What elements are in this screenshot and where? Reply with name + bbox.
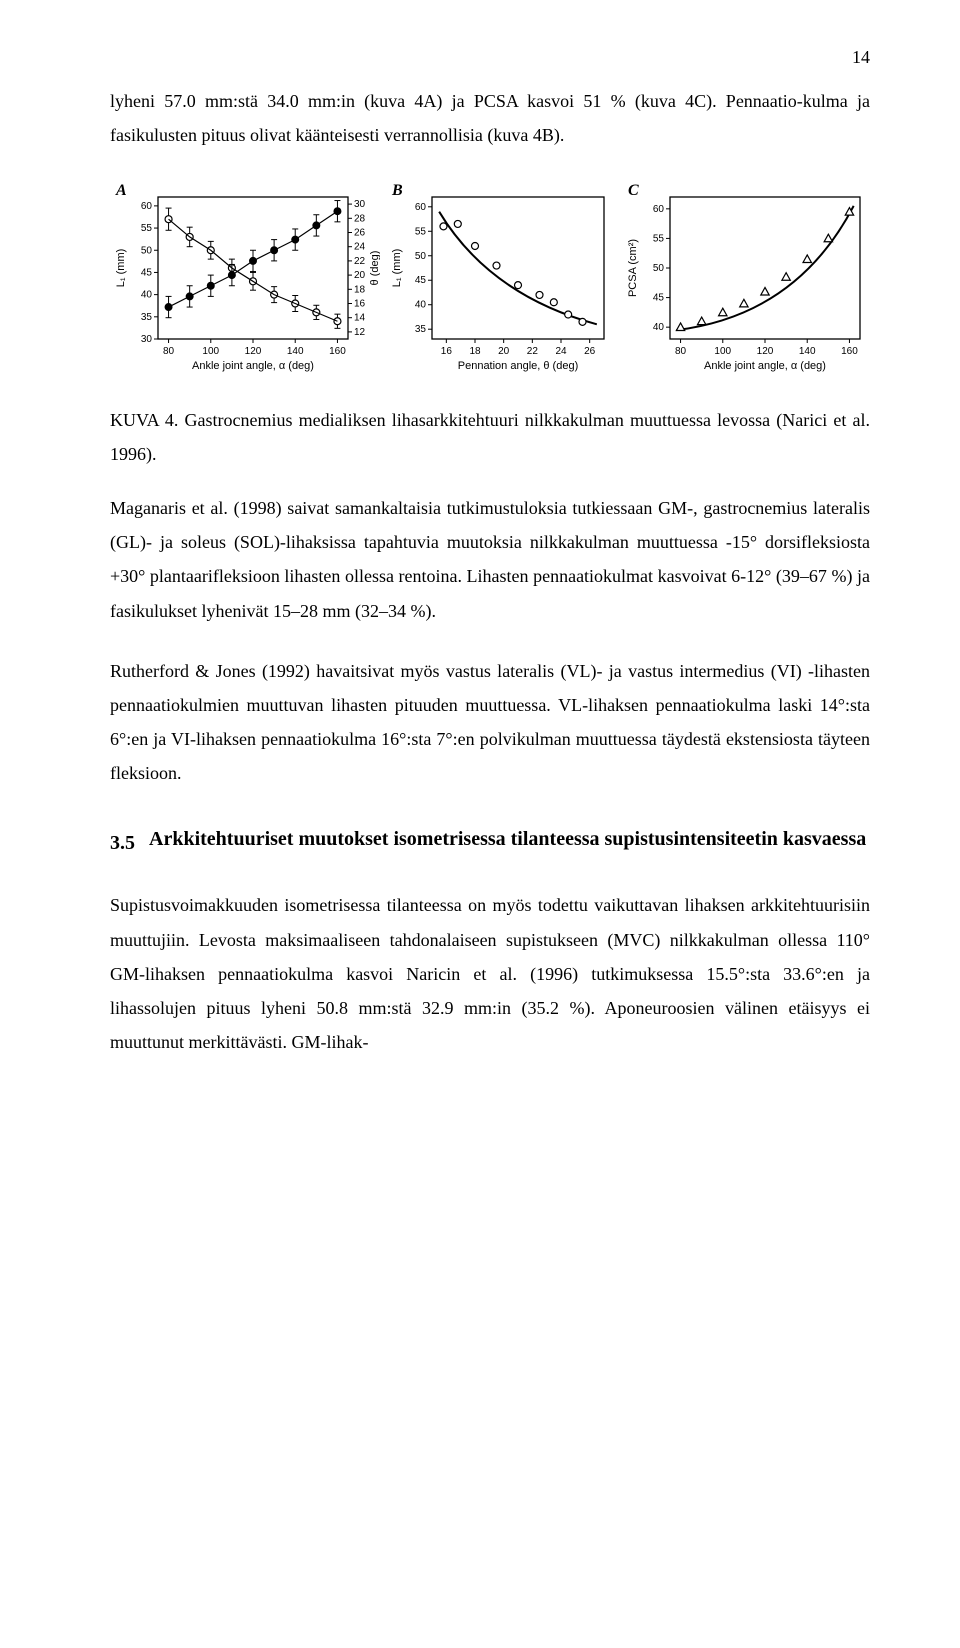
svg-text:160: 160: [329, 346, 346, 357]
paragraph-2: Maganaris et al. (1998) saivat samankalt…: [110, 491, 870, 628]
svg-text:45: 45: [141, 267, 153, 278]
svg-text:Ankle joint angle, α (deg): Ankle joint angle, α (deg): [192, 360, 314, 372]
svg-text:18: 18: [469, 346, 481, 357]
svg-text:B: B: [391, 182, 403, 199]
svg-text:60: 60: [141, 200, 153, 211]
section-heading: 3.5 Arkkitehtuuriset muutokset isometris…: [110, 824, 870, 862]
svg-text:35: 35: [415, 324, 427, 335]
svg-text:26: 26: [584, 346, 596, 357]
svg-text:22: 22: [354, 255, 366, 266]
svg-text:45: 45: [653, 292, 665, 303]
svg-text:40: 40: [653, 322, 665, 333]
svg-text:Pennation angle, θ (deg): Pennation angle, θ (deg): [458, 360, 578, 372]
svg-text:16: 16: [354, 298, 366, 309]
svg-text:L₁ (mm): L₁ (mm): [391, 248, 403, 287]
svg-text:28: 28: [354, 213, 366, 224]
svg-text:35: 35: [141, 311, 153, 322]
svg-text:60: 60: [653, 203, 665, 214]
svg-text:80: 80: [163, 346, 175, 357]
section-title-text: Arkkitehtuuriset muutokset isometrisessa…: [149, 824, 866, 855]
svg-text:55: 55: [653, 233, 665, 244]
figure-caption: KUVA 4. Gastrocnemius medialiksen lihasa…: [110, 403, 870, 471]
paragraph-4: Supistusvoimakkuuden isometrisessa tilan…: [110, 888, 870, 1059]
section-number: 3.5: [110, 824, 135, 862]
svg-text:55: 55: [141, 223, 153, 234]
svg-text:24: 24: [354, 241, 366, 252]
svg-text:120: 120: [245, 346, 262, 357]
svg-text:30: 30: [141, 334, 153, 345]
svg-text:40: 40: [141, 289, 153, 300]
svg-text:140: 140: [287, 346, 304, 357]
intro-paragraph: lyheni 57.0 mm:stä 34.0 mm:in (kuva 4A) …: [110, 84, 870, 152]
svg-text:20: 20: [498, 346, 510, 357]
page-number: 14: [110, 40, 870, 74]
svg-text:16: 16: [441, 346, 453, 357]
figure-panel-c: C 40 45 50 55 60 80 100 120 140 160 Ankle joint ang…: [622, 179, 872, 379]
svg-text:L₁ (mm): L₁ (mm): [115, 248, 127, 287]
svg-text:24: 24: [555, 346, 567, 357]
svg-text:18: 18: [354, 284, 366, 295]
svg-text:45: 45: [415, 275, 427, 286]
svg-text:20: 20: [354, 270, 366, 281]
svg-text:PCSA (cm²): PCSA (cm²): [627, 239, 639, 297]
paragraph-3: Rutherford & Jones (1992) havaitsivat my…: [110, 654, 870, 791]
svg-text:Ankle joint angle, α (deg): Ankle joint angle, α (deg): [704, 360, 826, 372]
svg-text:60: 60: [415, 201, 427, 212]
svg-text:θ (deg): θ (deg): [369, 250, 380, 285]
svg-text:14: 14: [354, 312, 366, 323]
svg-text:120: 120: [757, 346, 774, 357]
svg-text:30: 30: [354, 199, 366, 210]
figure-4: A 30 35 40 45 50 55 60 12 14 16 18 20 22 24 26 28 30 80 100…: [110, 179, 870, 379]
svg-text:40: 40: [415, 299, 427, 310]
svg-text:100: 100: [202, 346, 219, 357]
svg-text:160: 160: [841, 346, 858, 357]
svg-text:140: 140: [799, 346, 816, 357]
svg-text:50: 50: [653, 263, 665, 274]
svg-text:A: A: [115, 182, 127, 199]
svg-text:100: 100: [714, 346, 731, 357]
svg-text:22: 22: [527, 346, 539, 357]
svg-text:50: 50: [141, 245, 153, 256]
figure-panel-b: B 35 40 45 50 55 60 16 18 20 22 24 26 Pennation angle…: [386, 179, 616, 379]
svg-text:C: C: [628, 182, 639, 199]
svg-text:80: 80: [675, 346, 687, 357]
svg-text:12: 12: [354, 326, 366, 337]
svg-text:26: 26: [354, 227, 366, 238]
svg-text:50: 50: [415, 250, 427, 261]
figure-panel-a: A 30 35 40 45 50 55 60 12 14 16 18 20 22 24 26 28 30 80 100…: [110, 179, 380, 379]
svg-text:55: 55: [415, 226, 427, 237]
